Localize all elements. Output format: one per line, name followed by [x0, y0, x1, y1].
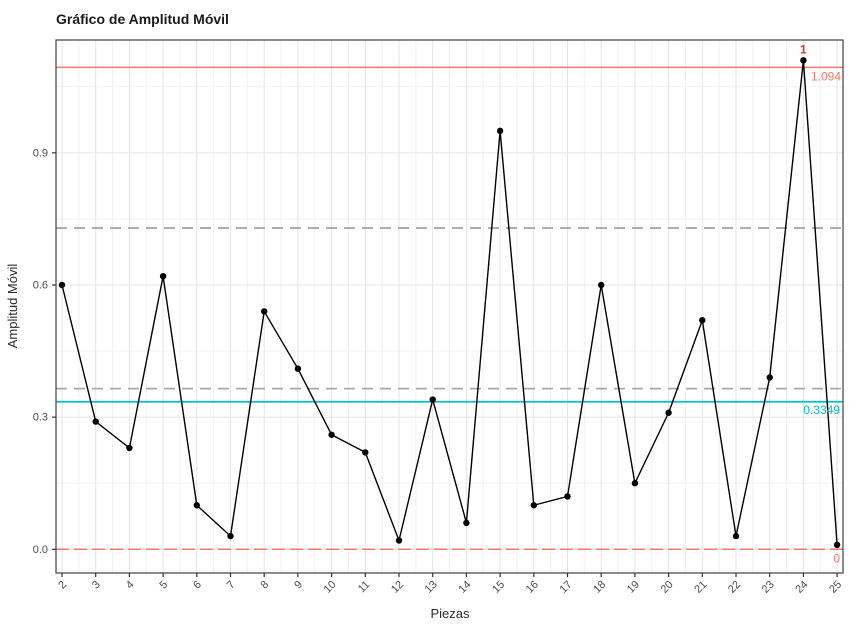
violation-point-label: 1: [800, 42, 807, 56]
data-point: [766, 374, 773, 381]
x-tick-label: 20: [659, 579, 676, 596]
x-tick-label: 16: [524, 579, 541, 596]
x-tick-label: 24: [793, 579, 810, 596]
y-tick-label: 0.6: [33, 280, 48, 292]
center-line-value-label: 0.3349: [803, 403, 840, 417]
data-point: [227, 532, 234, 540]
x-tick-label: 3: [90, 579, 103, 592]
y-axis-title: Amplitud Móvil: [5, 264, 20, 349]
data-point: [429, 396, 436, 403]
x-tick-label: 8: [259, 579, 272, 592]
y-tick-label: 0.0: [33, 544, 48, 556]
data-point: [92, 418, 99, 425]
y-tick-label: 0.9: [33, 147, 48, 159]
data-point: [328, 431, 335, 438]
data-point: [530, 502, 538, 509]
data-point: [598, 281, 605, 289]
x-tick-label: 9: [292, 579, 305, 592]
chart-title: Gráfico de Amplitud Móvil: [56, 11, 229, 27]
x-tick-label: 15: [490, 579, 507, 596]
x-tick-label: 10: [322, 579, 339, 596]
x-tick-label: 23: [760, 579, 777, 596]
panel-border: [55, 39, 844, 574]
data-point: [699, 317, 706, 324]
data-point: [496, 127, 504, 135]
x-tick-label: 6: [191, 579, 204, 592]
series-line: [61, 59, 838, 545]
data-point: [463, 519, 470, 527]
x-tick-label: 5: [157, 579, 170, 592]
x-tick-label: 2: [56, 579, 69, 592]
x-tick-label: 12: [389, 579, 406, 596]
x-tick-label: 4: [124, 579, 137, 592]
data-point: [159, 272, 167, 280]
data-point: [260, 308, 268, 315]
data-point: [362, 449, 369, 456]
data-point: [800, 57, 807, 64]
x-tick-label: 22: [726, 579, 743, 596]
x-tick-label: 25: [827, 579, 844, 596]
data-point: [732, 532, 740, 540]
x-tick-label: 21: [692, 579, 709, 596]
x-tick-label: 11: [356, 579, 373, 596]
data-point: [395, 537, 403, 544]
x-tick-label: 17: [557, 579, 574, 596]
y-tick-label: 0.3: [33, 412, 48, 424]
x-tick-label: 18: [591, 579, 608, 596]
x-tick-label: 19: [625, 579, 642, 596]
data-point: [126, 444, 133, 452]
data-point: [631, 480, 639, 487]
x-axis-title: Piezas: [430, 606, 470, 621]
data-point: [665, 409, 672, 416]
x-tick-label: 13: [423, 579, 440, 596]
x-tick-label: 14: [456, 579, 473, 596]
x-tick-label: 7: [225, 579, 238, 592]
ucl-value-label: 1.094: [811, 69, 841, 83]
data-point: [294, 365, 302, 372]
data-point: [564, 493, 571, 500]
data-point: [193, 502, 200, 509]
chart-plot-area: 0.00.30.60.92 3 4 5 6 7 8 9 10 11 12 13 14 15 16 17 18 19…: [33, 39, 844, 596]
data-point: [58, 281, 66, 289]
lcl-value-label: 0: [833, 551, 840, 565]
data-point: [833, 541, 841, 549]
